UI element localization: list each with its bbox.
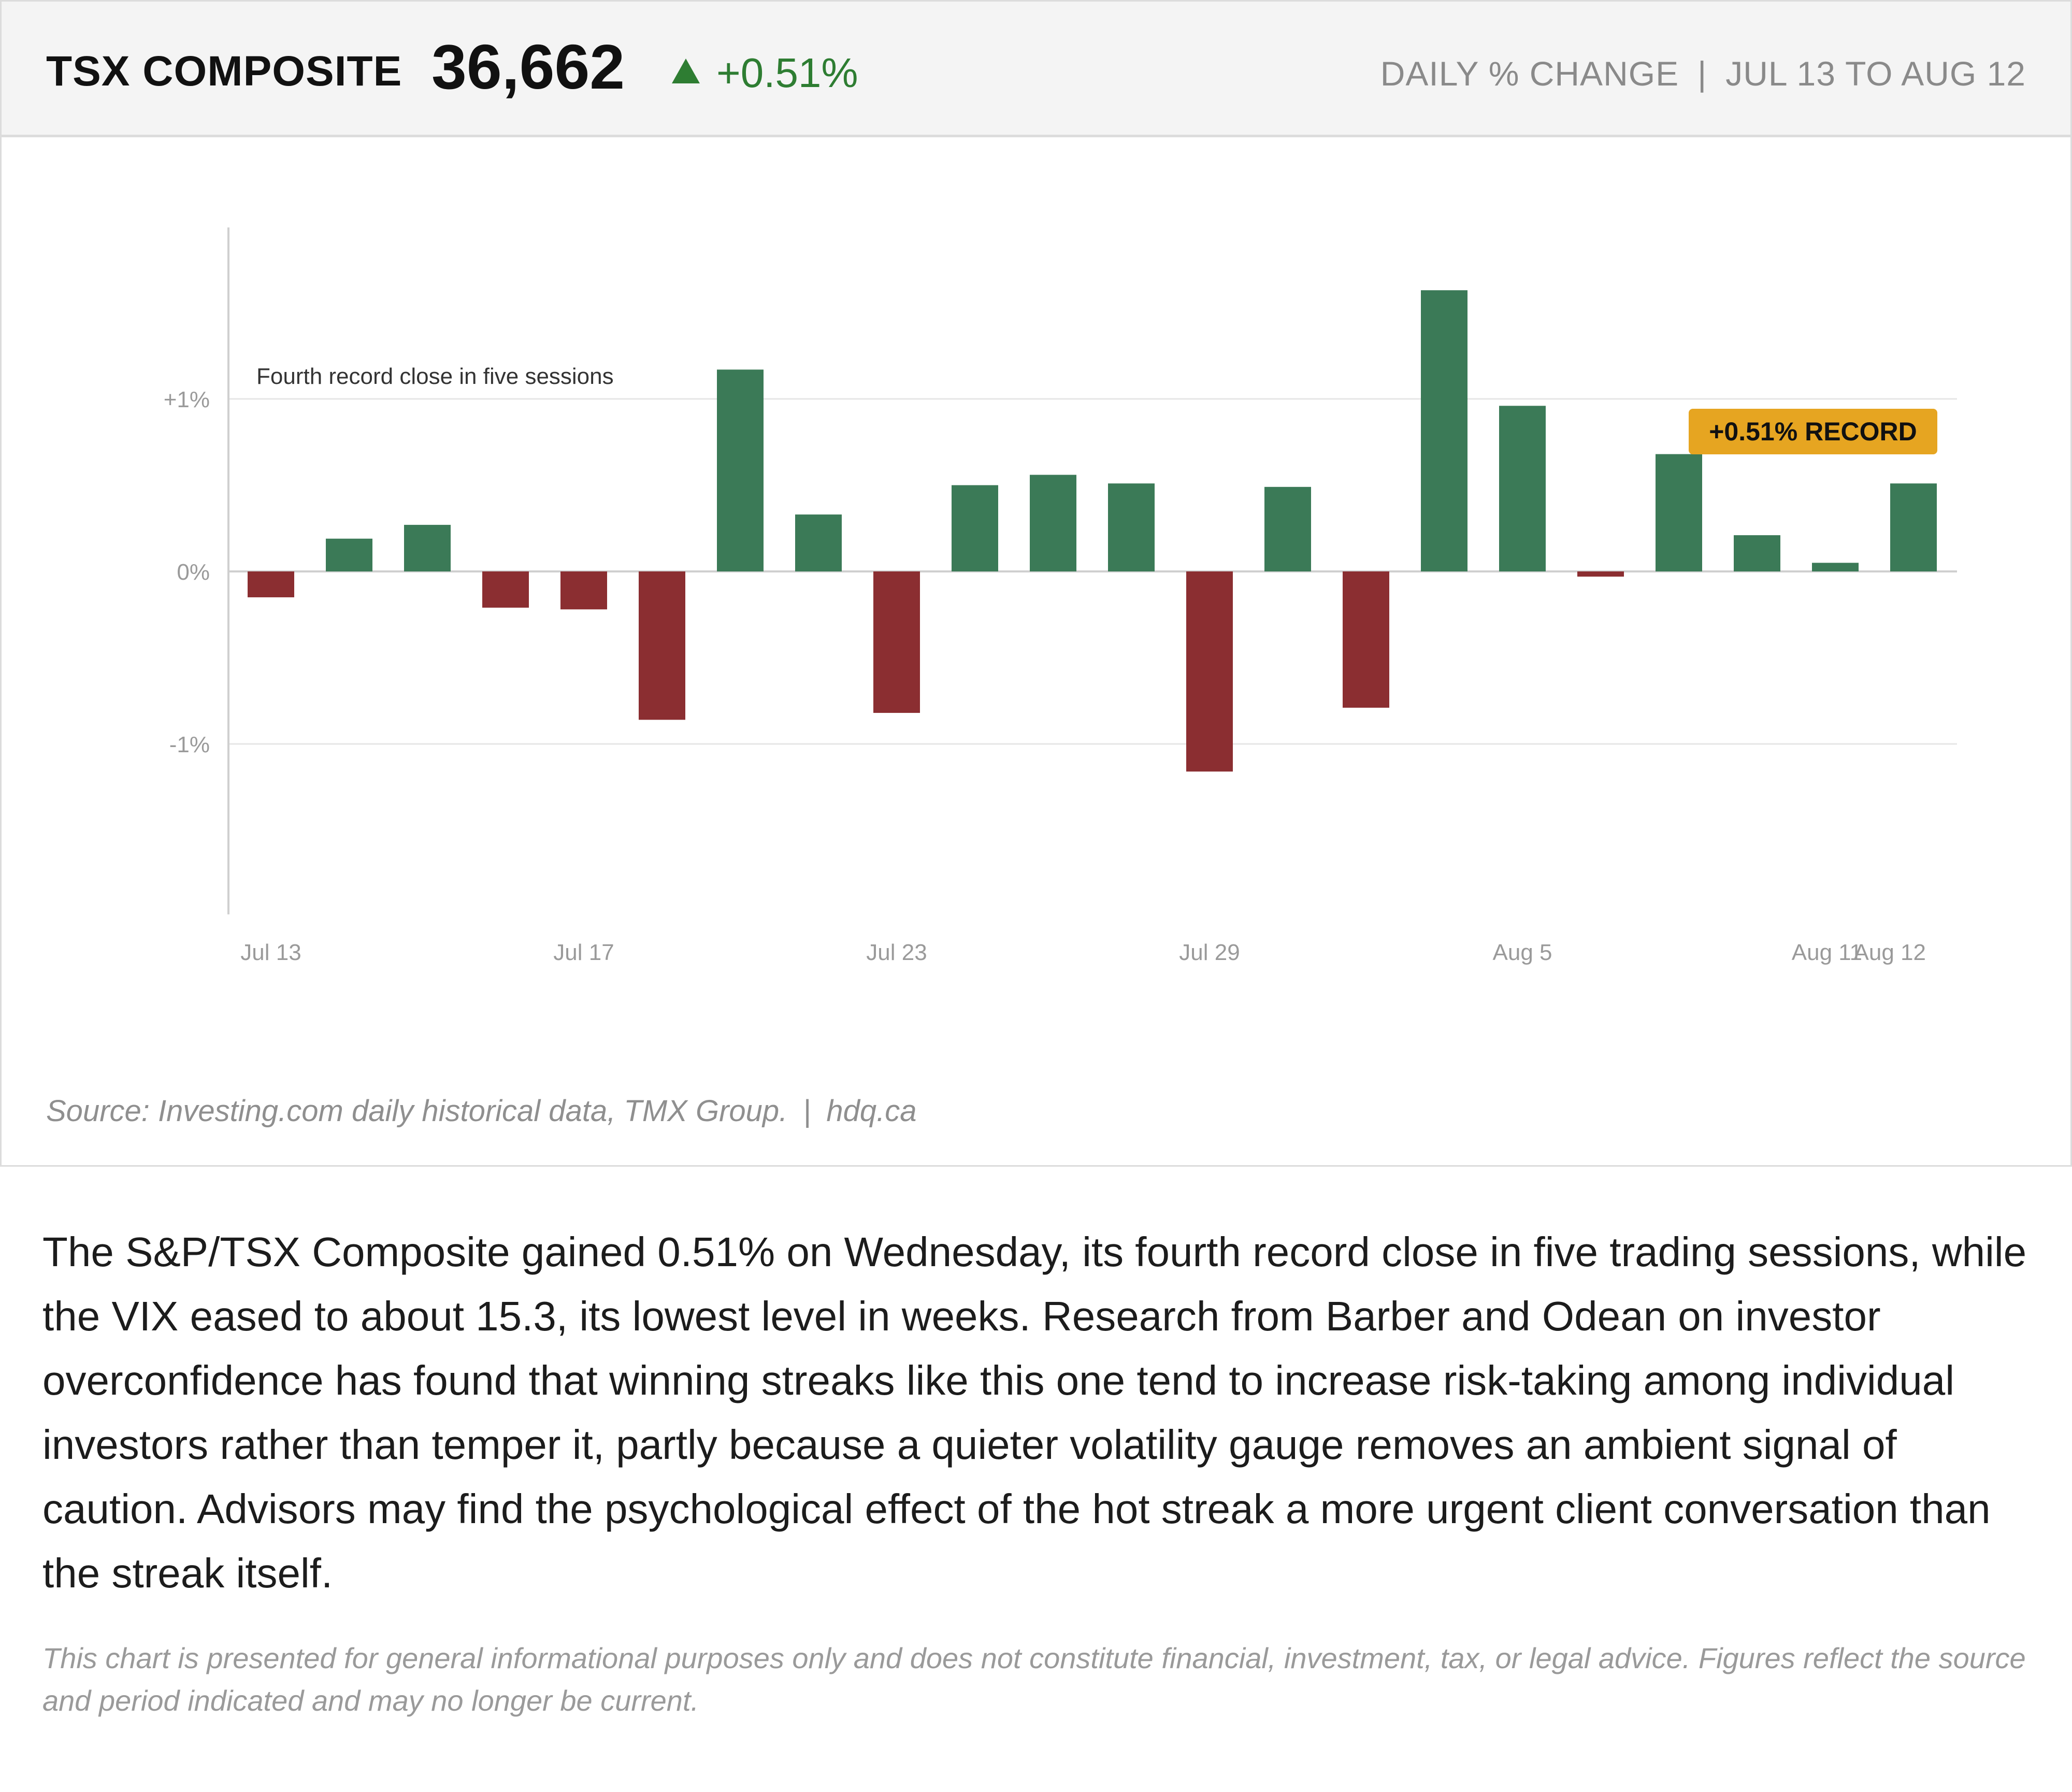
source-separator: | xyxy=(803,1094,811,1128)
triangle-up-icon xyxy=(672,59,700,83)
bar-aug-5 xyxy=(1499,406,1546,571)
index-name: TSX COMPOSITE xyxy=(46,48,402,95)
bar-jul-31 xyxy=(1343,571,1389,708)
bar-jul-15 xyxy=(404,525,451,571)
source-text: Source: Investing.com daily historical d… xyxy=(46,1094,788,1128)
bar-jul-24 xyxy=(952,485,998,571)
record-badge xyxy=(1689,409,1937,454)
chart-card: TSX COMPOSITE 36,662 +0.51% DAILY % CHAN… xyxy=(0,0,2072,1167)
bar-jul-14 xyxy=(326,538,372,571)
bar-aug-8 xyxy=(1734,535,1780,571)
record-badge-label: +0.51% RECORD xyxy=(1709,417,1917,446)
x-tick-label: Aug 5 xyxy=(1493,940,1552,965)
bar-jul-29 xyxy=(1186,571,1233,772)
bar-jul-13 xyxy=(248,571,294,597)
bar-aug-12 xyxy=(1890,483,1937,571)
bar-jul-23 xyxy=(873,571,920,713)
bar-chart: +1% 0% -1% Jul 13 Jul 17 Jul 23 Jul 29 Aug 5 Aug… xyxy=(164,227,1957,965)
annotation-label: Fourth record close in five sessions xyxy=(256,364,614,389)
bar-jul-16 xyxy=(482,571,529,608)
bar-aug-6 xyxy=(1577,571,1624,577)
labels-layer: +1% 0% -1% Jul 13 Jul 17 Jul 23 Jul 29 Aug 5 Aug… xyxy=(164,364,1937,965)
x-tick-label: Aug 12 xyxy=(1854,940,1926,965)
y-tick-label: 0% xyxy=(177,560,210,585)
x-tick-label: Jul 17 xyxy=(553,940,614,965)
x-tick-label: Jul 29 xyxy=(1179,940,1240,965)
x-tick-label: Aug 11 xyxy=(1792,940,1862,965)
bar-jul-21 xyxy=(717,369,764,571)
y-tick-label: +1% xyxy=(164,387,210,412)
bar-jul-17 xyxy=(560,571,607,610)
bar-jul-28 xyxy=(1108,483,1155,571)
bars-layer xyxy=(248,290,1937,772)
article-paragraph: The S&P/TSX Composite gained 0.51% on We… xyxy=(42,1229,2027,1596)
source-line: Source: Investing.com daily historical d… xyxy=(46,1094,917,1128)
index-value: 36,662 xyxy=(431,32,625,102)
bar-jul-30 xyxy=(1264,486,1311,571)
change-percent: +0.51% xyxy=(716,50,858,96)
bar-jul-22 xyxy=(795,514,842,571)
x-tick-label: Jul 23 xyxy=(866,940,927,965)
bar-aug-1 xyxy=(1421,290,1467,571)
date-range: JUL 13 TO AUG 12 xyxy=(1725,54,2026,93)
metric-label: DAILY % CHANGE xyxy=(1380,54,1679,93)
source-site: hdq.ca xyxy=(826,1094,917,1128)
bar-aug-11 xyxy=(1812,563,1859,571)
bar-aug-7 xyxy=(1656,454,1702,571)
x-tick-label: Jul 13 xyxy=(240,940,301,965)
y-tick-label: -1% xyxy=(169,732,210,757)
chart-header: TSX COMPOSITE 36,662 +0.51% DAILY % CHAN… xyxy=(2,2,2070,137)
disclaimer-text: This chart is presented for general info… xyxy=(42,1642,2026,1717)
bar-jul-18 xyxy=(639,571,685,720)
header-separator: | xyxy=(1697,54,1707,93)
header-meta: DAILY % CHANGE | JUL 13 TO AUG 12 xyxy=(1380,54,2026,93)
bar-jul-25 xyxy=(1030,475,1076,571)
